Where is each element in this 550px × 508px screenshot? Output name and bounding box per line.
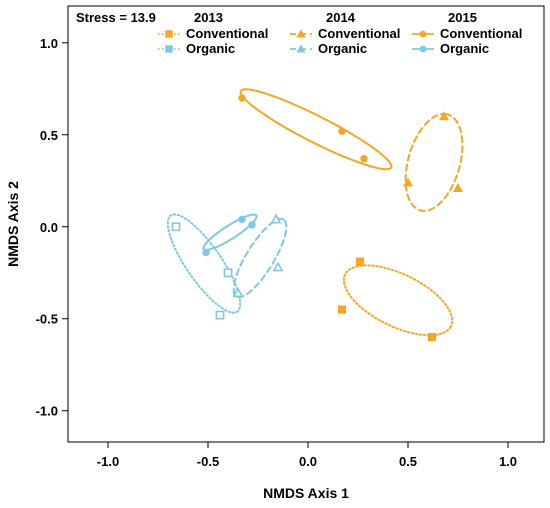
- y-tick-label: 0.0: [40, 220, 58, 235]
- legend-marker: [165, 30, 173, 38]
- point-organic-2013: [223, 268, 233, 278]
- point-organic-2013: [215, 310, 225, 320]
- legend-entry-conventional: Conventional: [440, 26, 522, 41]
- x-axis-title: NMDS Axis 1: [263, 485, 349, 501]
- point-conventional-2015: [238, 94, 246, 102]
- point-conventional-2013: [337, 305, 347, 314]
- point-organic-2014: [270, 213, 282, 224]
- point-conventional-2015: [338, 127, 346, 135]
- y-tick-label: -1.0: [36, 404, 58, 419]
- legend-entry-conventional: Conventional: [318, 26, 400, 41]
- ellipse-conventional-2013: [342, 264, 454, 337]
- point-conventional-2014: [403, 177, 413, 187]
- legend-marker: [419, 30, 427, 38]
- point-conventional-2014: [453, 182, 463, 192]
- point-organic-2013: [171, 222, 181, 232]
- point-conventional-2015: [360, 154, 368, 163]
- ellipse-conventional-2014: [404, 112, 464, 212]
- stress-annotation: Stress = 13.9: [76, 10, 156, 25]
- legend-entry-organic: Organic: [186, 41, 235, 56]
- plot-frame: [67, 5, 545, 443]
- x-tick-label: 1.0: [499, 454, 517, 469]
- x-tick-label: -1.0: [97, 454, 119, 469]
- point-layer: [171, 94, 463, 342]
- legend-marker: [419, 45, 427, 53]
- legend-entry-conventional: Conventional: [186, 26, 268, 41]
- x-tick-label: 0.5: [399, 454, 417, 469]
- x-tick-label: -0.5: [197, 454, 219, 469]
- point-conventional-2013: [427, 333, 437, 342]
- ellipse-layer: [166, 88, 464, 337]
- y-axis-title: NMDS Axis 2: [5, 181, 21, 267]
- point-organic-2015: [238, 215, 246, 224]
- legend-marker: [296, 29, 306, 38]
- legend-marker: [296, 44, 306, 53]
- legend-marker: [165, 45, 173, 53]
- axes: -1.0 -0.5 0.0 0.5 1.0 -1.0 -0.5 0.0 0.5 1.0: [36, 36, 517, 469]
- point-conventional-2014: [439, 111, 449, 121]
- legend-year-2014: 2014: [326, 10, 356, 25]
- legend-entry-organic: Organic: [440, 41, 489, 56]
- ellipse-conventional-2015: [239, 88, 393, 171]
- x-tick-label: 0.0: [299, 454, 317, 469]
- ellipse-organic-2014: [232, 217, 288, 299]
- point-organic-2015: [202, 248, 210, 257]
- legend-year-2013: 2013: [194, 10, 223, 25]
- y-tick-label: 0.5: [40, 128, 58, 143]
- point-organic-2015: [248, 221, 256, 229]
- legend-entry-organic: Organic: [318, 41, 367, 56]
- ellipse-organic-2013: [166, 213, 242, 314]
- point-organic-2014: [272, 261, 284, 272]
- legend: 2013ConventionalOrganic2014ConventionalO…: [158, 10, 522, 56]
- y-tick-label: 1.0: [40, 36, 58, 51]
- y-tick-label: -0.5: [36, 312, 58, 327]
- point-organic-2014: [232, 287, 244, 298]
- legend-year-2015: 2015: [448, 10, 477, 25]
- point-conventional-2013: [355, 257, 365, 266]
